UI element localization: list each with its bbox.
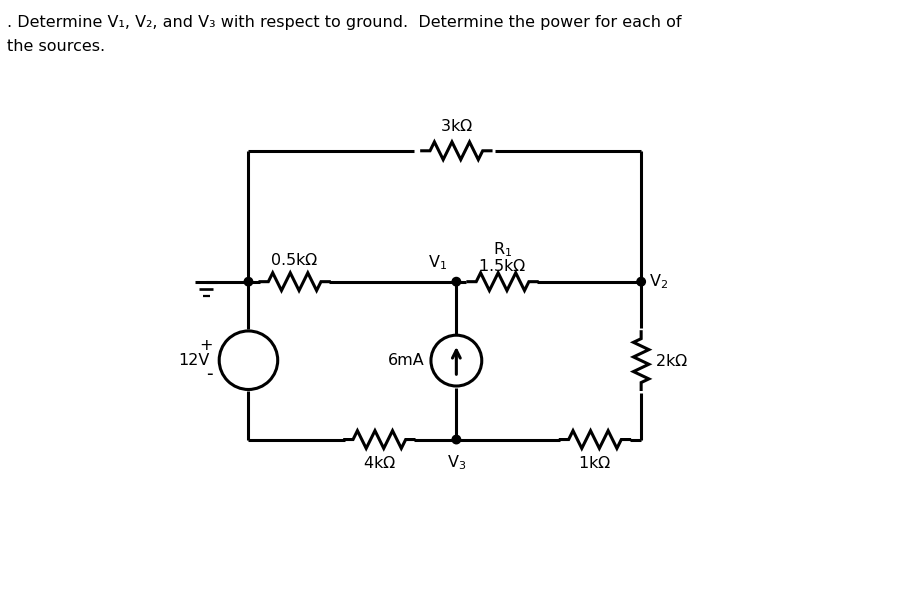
Text: 12V: 12V xyxy=(179,353,210,368)
Text: 6mA: 6mA xyxy=(388,353,425,368)
Text: 2k$\Omega$: 2k$\Omega$ xyxy=(655,353,688,368)
Circle shape xyxy=(452,435,461,444)
Text: . Determine V₁, V₂, and V₃ with respect to ground.  Determine the power for each: . Determine V₁, V₂, and V₃ with respect … xyxy=(7,15,682,30)
Text: +: + xyxy=(199,338,213,353)
Text: -: - xyxy=(207,365,213,384)
Text: 3k$\Omega$: 3k$\Omega$ xyxy=(440,118,473,134)
Text: R$_1$: R$_1$ xyxy=(493,240,513,259)
Text: 1.5k$\Omega$: 1.5k$\Omega$ xyxy=(479,258,526,274)
Circle shape xyxy=(452,278,461,286)
Text: V$_2$: V$_2$ xyxy=(649,272,668,291)
Circle shape xyxy=(244,278,253,286)
Circle shape xyxy=(637,278,645,286)
Text: 4k$\Omega$: 4k$\Omega$ xyxy=(363,455,396,471)
Text: the sources.: the sources. xyxy=(7,39,105,54)
Text: 1k$\Omega$: 1k$\Omega$ xyxy=(578,455,611,471)
Text: V$_1$: V$_1$ xyxy=(428,253,447,273)
Text: 0.5k$\Omega$: 0.5k$\Omega$ xyxy=(270,252,319,268)
Text: V$_3$: V$_3$ xyxy=(447,453,466,472)
